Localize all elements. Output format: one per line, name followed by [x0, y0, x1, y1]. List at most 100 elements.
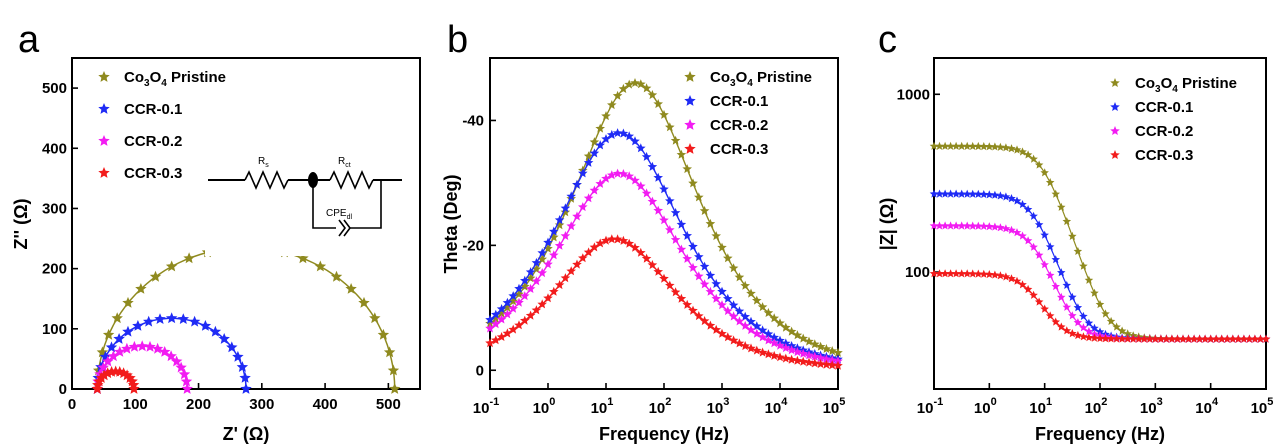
- c-point-2-25: [1068, 311, 1077, 320]
- b-point-0-7: [525, 273, 536, 283]
- legend-label-1: CCR-0.1: [710, 93, 768, 110]
- b-point-0-11: [549, 232, 559, 242]
- b-point-2-2: [496, 314, 507, 324]
- a-point-0-7: [149, 270, 162, 282]
- a-x-tick-label-3: 300: [249, 396, 274, 413]
- c-point-3-3: [946, 269, 955, 278]
- c-point-3-0: [929, 269, 939, 278]
- c-point-0-2: [940, 141, 950, 150]
- c-x-tick-label-2: 101: [1029, 396, 1052, 417]
- b-point-2-12: [554, 240, 565, 250]
- b-point-2-4: [508, 303, 518, 313]
- b-point-1-31: [665, 196, 675, 206]
- c-point-3-42: [1162, 334, 1171, 343]
- c-point-3-36: [1128, 334, 1138, 343]
- c-point-0-13: [1001, 143, 1011, 152]
- a-point-0-21: [377, 328, 390, 340]
- b-point-3-23: [618, 235, 629, 245]
- a-point-1-16: [226, 341, 238, 353]
- b-point-2-9: [537, 268, 547, 278]
- b-point-2-18: [589, 185, 600, 195]
- b-point-3-34: [682, 299, 692, 309]
- b-point-0-21: [607, 100, 617, 110]
- c-y-tick-label-0: 100: [905, 264, 930, 281]
- c-point-1-15: [1012, 196, 1022, 205]
- c-point-3-41: [1156, 334, 1166, 343]
- c-point-0-20: [1040, 168, 1049, 177]
- b-point-0-56: [810, 339, 820, 349]
- b-point-1-1: [491, 309, 501, 319]
- c-point-2-10: [985, 222, 994, 231]
- b-point-2-19: [595, 178, 605, 188]
- a-point-2-10: [144, 340, 156, 352]
- a-point-0-2: [96, 346, 109, 358]
- b-point-2-10: [543, 259, 553, 269]
- c-point-3-28: [1084, 333, 1094, 342]
- b-point-0-4: [508, 296, 518, 306]
- c-point-2-16: [1018, 231, 1027, 240]
- c-point-1-7: [968, 189, 977, 198]
- c-point-3-46: [1184, 334, 1193, 343]
- c-point-0-4: [951, 141, 961, 150]
- c-point-0-5: [957, 141, 966, 150]
- legend-marker-2: [1110, 126, 1120, 135]
- b-point-1-2: [496, 304, 507, 314]
- c-y-tick-label-1: 1000: [897, 86, 930, 103]
- c-point-3-60: [1261, 334, 1271, 343]
- a-point-3-14: [128, 383, 140, 394]
- rs-resistor: [244, 170, 289, 190]
- a-point-1-15: [218, 333, 230, 344]
- b-point-3-20: [601, 235, 611, 245]
- b-point-1-42: [728, 300, 739, 310]
- b-point-1-22: [612, 128, 623, 138]
- b-point-1-27: [641, 151, 652, 161]
- b-x-tick-label-5: 104: [765, 396, 789, 417]
- legend-label-1: CCR-0.1: [124, 101, 182, 118]
- c-series-line-2: [934, 225, 1266, 340]
- cpe-label: CPEdl: [326, 208, 352, 221]
- c-point-0-3: [946, 141, 955, 150]
- inset-background: [205, 136, 405, 256]
- b-point-0-36: [694, 192, 704, 202]
- b-point-1-51: [781, 338, 791, 348]
- b-x-tick-label-4: 103: [707, 396, 730, 417]
- c-point-1-8: [974, 189, 983, 198]
- b-point-3-26: [636, 247, 646, 257]
- b-point-2-17: [583, 193, 594, 203]
- b-point-3-39: [711, 324, 721, 334]
- b-point-0-33: [676, 149, 687, 159]
- b-point-3-52: [786, 354, 797, 364]
- b-point-3-32: [670, 287, 681, 297]
- c-point-0-7: [968, 141, 977, 150]
- c-point-3-40: [1151, 334, 1160, 343]
- b-point-3-19: [595, 238, 605, 248]
- c-point-0-27: [1079, 261, 1088, 270]
- c-point-3-18: [1029, 290, 1038, 299]
- panel-letter-b: b: [447, 19, 468, 61]
- a-point-0-3: [102, 328, 115, 340]
- b-point-2-24: [624, 171, 634, 181]
- b-x-tick-label-3: 102: [649, 396, 672, 417]
- c-point-1-9: [979, 190, 989, 199]
- a-point-1-19: [239, 371, 251, 383]
- a-point-0-24: [389, 383, 401, 394]
- b-point-1-0: [485, 314, 495, 324]
- c-point-1-3: [946, 189, 955, 198]
- b-point-3-47: [757, 347, 768, 357]
- b-point-1-48: [763, 329, 774, 339]
- b-point-1-36: [694, 251, 704, 261]
- b-point-2-57: [815, 353, 826, 363]
- c-point-0-6: [962, 141, 972, 150]
- b-point-3-41: [723, 332, 733, 342]
- b-point-3-6: [520, 315, 530, 325]
- c-point-3-56: [1239, 334, 1249, 343]
- b-point-2-23: [618, 169, 629, 179]
- a-series-line-0: [96, 246, 396, 390]
- c-point-3-5: [957, 269, 966, 278]
- b-point-3-49: [769, 350, 779, 360]
- b-point-3-9: [537, 299, 547, 309]
- c-point-0-0: [929, 141, 939, 150]
- b-point-1-46: [752, 321, 762, 331]
- c-point-3-43: [1167, 334, 1177, 343]
- b-point-0-31: [665, 122, 675, 132]
